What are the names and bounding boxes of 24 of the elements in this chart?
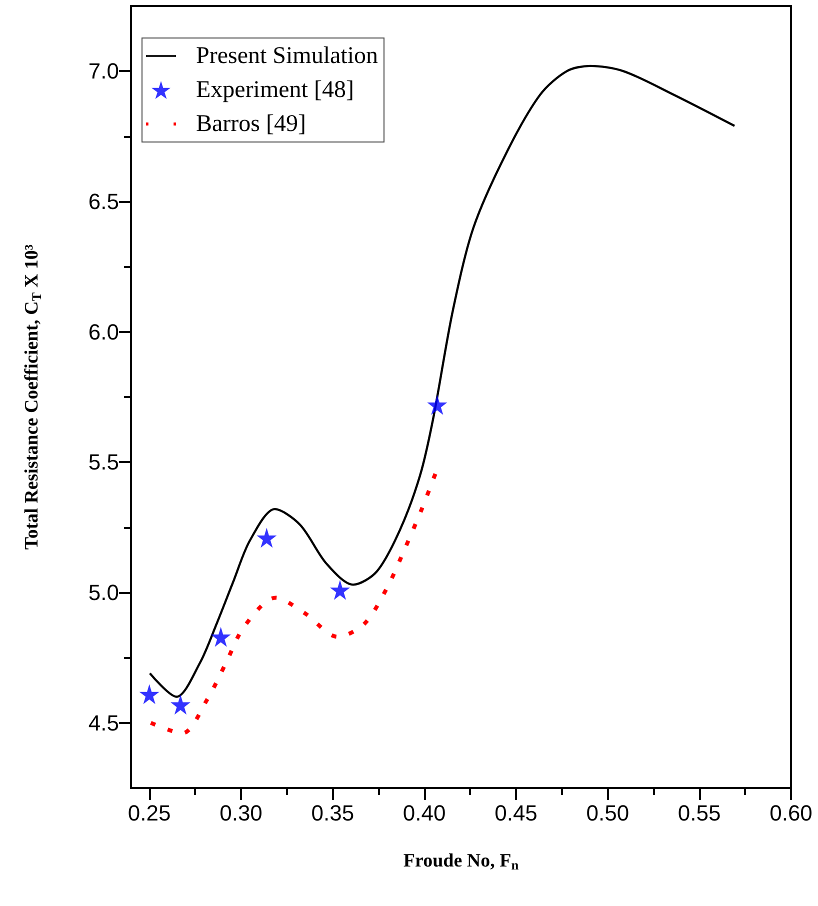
point bbox=[139, 684, 160, 704]
legend-label: Barros [49] bbox=[196, 111, 306, 137]
point bbox=[330, 580, 350, 600]
point bbox=[256, 528, 277, 548]
point bbox=[210, 626, 231, 647]
y-tick-label: 7.0 bbox=[88, 58, 119, 84]
x-tick-label: 0.30 bbox=[220, 800, 262, 826]
x-tick-label: 0.25 bbox=[128, 800, 171, 826]
y-axis-title: Total Resistance Coefficient, CT X 10³ bbox=[22, 244, 44, 550]
x-tick-label: 0.40 bbox=[402, 800, 446, 826]
y-tick-label: 5.5 bbox=[88, 450, 119, 475]
point bbox=[427, 394, 448, 415]
x-tick-label: 0.60 bbox=[770, 800, 812, 826]
y-tick-label: 5.0 bbox=[88, 580, 119, 605]
x-tick-label: 0.45 bbox=[494, 800, 538, 826]
legend-label: Experiment [48] bbox=[196, 77, 354, 103]
x-tick-label: 0.50 bbox=[586, 800, 630, 826]
x-tick-label: 0.35 bbox=[311, 800, 354, 826]
legend-label: Present Simulation bbox=[196, 43, 378, 69]
point bbox=[170, 694, 190, 715]
y-tick-label: 6.0 bbox=[88, 319, 119, 344]
y-tick-label: 6.5 bbox=[88, 189, 119, 214]
y-tick-label: 4.5 bbox=[88, 710, 119, 736]
x-tick-label: 0.55 bbox=[678, 800, 721, 826]
